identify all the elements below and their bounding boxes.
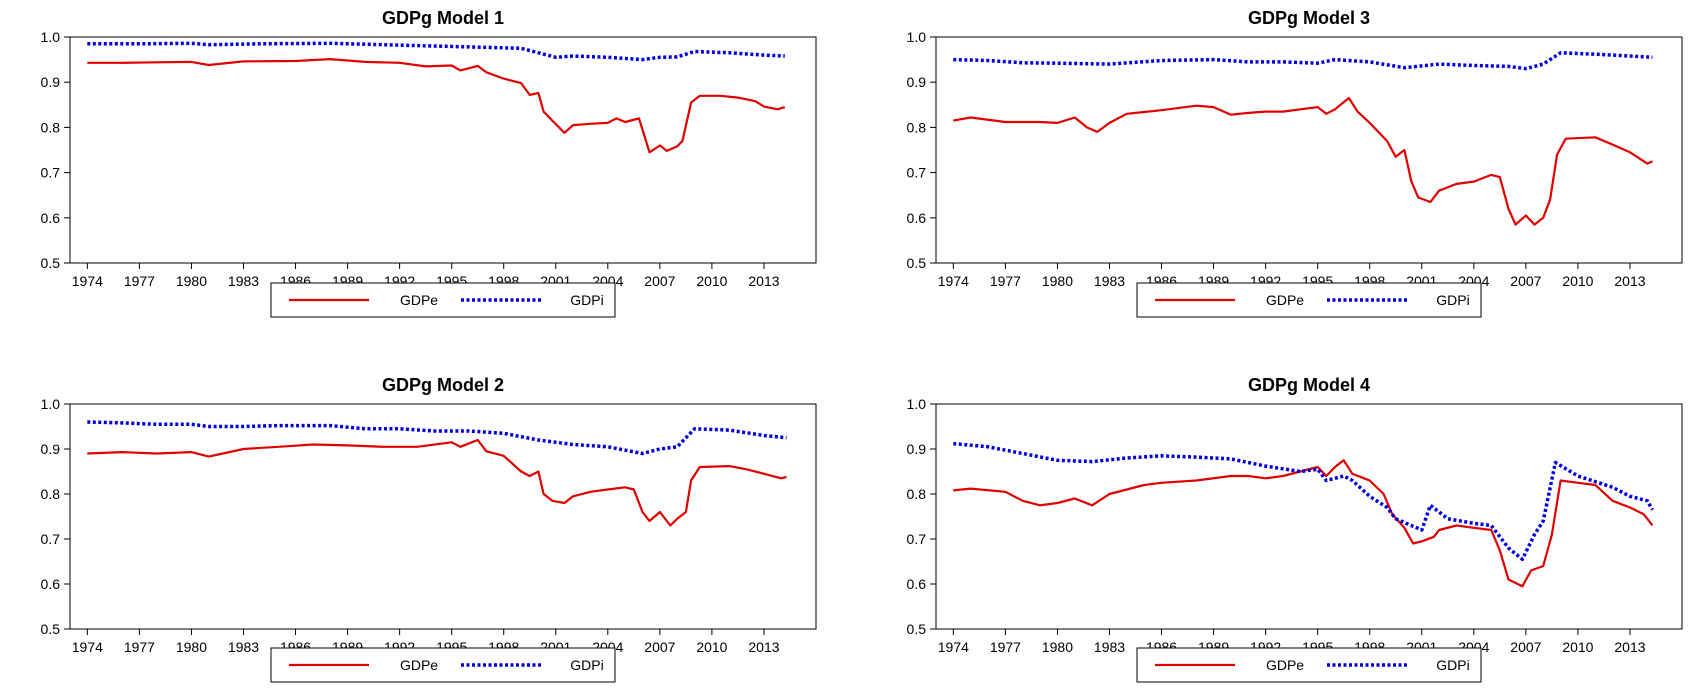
y-tick-label: 0.9 bbox=[41, 74, 61, 90]
x-tick-label: 2007 bbox=[644, 639, 675, 655]
y-tick-label: 1.0 bbox=[907, 29, 927, 45]
x-tick-label: 1974 bbox=[72, 639, 103, 655]
x-tick-label: 2013 bbox=[1614, 639, 1645, 655]
x-tick-label: 1977 bbox=[990, 639, 1021, 655]
y-tick-label: 0.7 bbox=[907, 165, 927, 181]
y-tick-label: 0.8 bbox=[41, 486, 61, 502]
y-tick-label: 0.6 bbox=[41, 576, 61, 592]
x-tick-label: 1977 bbox=[124, 639, 155, 655]
plot-area bbox=[69, 403, 817, 630]
chart-panel-1: GDPg Model 1 0.5 0.6 0.7 0.8 0.9 1.0 1974 1977 19… bbox=[41, 8, 817, 318]
series-line-gdpi bbox=[87, 41, 785, 62]
x-tick-label: 1983 bbox=[1094, 639, 1125, 655]
y-tick-label: 0.7 bbox=[907, 531, 927, 547]
chart-title: GDPg Model 3 bbox=[1248, 8, 1370, 28]
series-line-gdpi bbox=[953, 441, 1655, 562]
legend-label-gdpe: GDPe bbox=[400, 292, 438, 308]
x-tick-label: 2007 bbox=[1510, 639, 1541, 655]
series-line-gdpi bbox=[87, 420, 787, 456]
y-tick-label: 0.7 bbox=[41, 531, 61, 547]
y-tick-label: 1.0 bbox=[907, 396, 927, 412]
y-tick-label: 0.6 bbox=[907, 576, 927, 592]
chart-panel-2: GDPg Model 3 0.5 0.6 0.7 0.8 0.9 1.0 1974 1977 19… bbox=[907, 8, 1683, 318]
chart-panel-4: GDPg Model 4 0.5 0.6 0.7 0.8 0.9 1.0 1974 1977 19… bbox=[907, 375, 1683, 683]
x-tick-label: 2007 bbox=[644, 273, 675, 289]
x-tick-label: 2013 bbox=[748, 273, 779, 289]
legend-label-gdpi: GDPi bbox=[570, 657, 603, 673]
x-tick-label: 1977 bbox=[990, 273, 1021, 289]
y-tick-label: 0.5 bbox=[907, 621, 927, 637]
y-tick-label: 1.0 bbox=[41, 396, 61, 412]
series-line-gdpe bbox=[953, 459, 1654, 588]
x-tick-label: 2010 bbox=[1562, 639, 1593, 655]
y-tick-label: 0.6 bbox=[41, 210, 61, 226]
y-tick-label: 0.9 bbox=[907, 74, 927, 90]
x-tick-label: 1980 bbox=[176, 273, 207, 289]
chart-panel-3: GDPg Model 2 0.5 0.6 0.7 0.8 0.9 1.0 1974 1977 19… bbox=[41, 375, 817, 683]
y-tick-label: 0.9 bbox=[907, 441, 927, 457]
legend: GDPe GDPi bbox=[270, 282, 616, 318]
x-tick-label: 2013 bbox=[748, 639, 779, 655]
x-tick-label: 1974 bbox=[938, 639, 969, 655]
legend-label-gdpe: GDPe bbox=[1266, 292, 1304, 308]
y-tick-label: 0.8 bbox=[907, 119, 927, 135]
legend-label-gdpi: GDPi bbox=[570, 292, 603, 308]
y-tick-label: 0.5 bbox=[41, 621, 61, 637]
y-tick-label: 1.0 bbox=[41, 29, 61, 45]
plot-area bbox=[935, 403, 1683, 630]
series-line-gdpi bbox=[953, 51, 1653, 71]
legend-label-gdpi: GDPi bbox=[1436, 292, 1469, 308]
x-tick-label: 2010 bbox=[1562, 273, 1593, 289]
series-line-gdpe bbox=[87, 58, 786, 154]
y-tick-label: 0.6 bbox=[907, 210, 927, 226]
y-tick-label: 0.9 bbox=[41, 441, 61, 457]
legend: GDPe GDPi bbox=[1136, 647, 1482, 683]
x-tick-label: 2010 bbox=[696, 639, 727, 655]
y-tick-label: 0.8 bbox=[907, 486, 927, 502]
plot-area bbox=[935, 36, 1683, 264]
y-tick-label: 0.7 bbox=[41, 165, 61, 181]
legend-label-gdpi: GDPi bbox=[1436, 657, 1469, 673]
legend-label-gdpe: GDPe bbox=[1266, 657, 1304, 673]
chart-title: GDPg Model 4 bbox=[1248, 375, 1370, 395]
y-tick-label: 0.8 bbox=[41, 119, 61, 135]
x-tick-label: 1980 bbox=[1042, 273, 1073, 289]
x-tick-label: 1983 bbox=[228, 273, 259, 289]
x-tick-label: 1974 bbox=[938, 273, 969, 289]
x-tick-label: 1977 bbox=[124, 273, 155, 289]
x-tick-label: 1983 bbox=[1094, 273, 1125, 289]
series-line-gdpe bbox=[87, 438, 787, 527]
x-tick-label: 2010 bbox=[696, 273, 727, 289]
x-tick-label: 1974 bbox=[72, 273, 103, 289]
chart-title: GDPg Model 1 bbox=[382, 8, 504, 28]
x-tick-label: 1980 bbox=[176, 639, 207, 655]
y-tick-label: 0.5 bbox=[41, 255, 61, 271]
series-line-gdpe bbox=[953, 96, 1653, 226]
y-tick-label: 0.5 bbox=[907, 255, 927, 271]
legend: GDPe GDPi bbox=[270, 647, 616, 683]
legend: GDPe GDPi bbox=[1136, 282, 1482, 318]
x-tick-label: 2007 bbox=[1510, 273, 1541, 289]
x-tick-label: 2013 bbox=[1614, 273, 1645, 289]
x-tick-label: 1980 bbox=[1042, 639, 1073, 655]
chart-title: GDPg Model 2 bbox=[382, 375, 504, 395]
legend-label-gdpe: GDPe bbox=[400, 657, 438, 673]
plot-area bbox=[69, 36, 817, 264]
x-tick-label: 1983 bbox=[228, 639, 259, 655]
